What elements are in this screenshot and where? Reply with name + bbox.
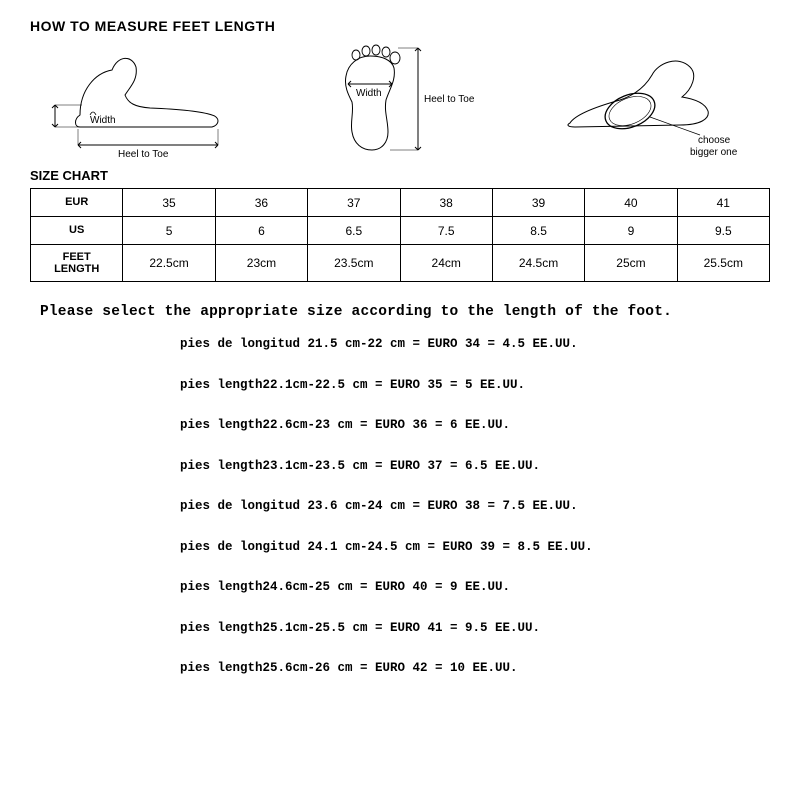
cell: 24.5cm [492,245,584,282]
table-row: EUR 35 36 37 38 39 40 41 [31,189,770,217]
row-header-feet: FEETLENGTH [31,245,123,282]
cell: 6 [215,217,307,245]
foot-girth-diagram: choose bigger one [550,45,760,160]
cell: 22.5cm [123,245,215,282]
svg-text:Width: Width [356,88,382,99]
cell: 37 [308,189,400,217]
svg-text:choose: choose [698,135,731,146]
table-row: US 5 6 6.5 7.5 8.5 9 9.5 [31,217,770,245]
mapping-line: pies de longitud 21.5 cm-22 cm = EURO 34… [180,338,770,351]
size-mapping-list: pies de longitud 21.5 cm-22 cm = EURO 34… [30,338,770,675]
instruction-text: Please select the appropriate size accor… [30,304,770,320]
cell: 9.5 [677,217,769,245]
diagram-row: Width Heel to Toe [30,40,770,160]
size-chart-table: EUR 35 36 37 38 39 40 41 US 5 6 6.5 7.5 … [30,188,770,282]
cell: 23cm [215,245,307,282]
mapping-line: pies de longitud 24.1 cm-24.5 cm = EURO … [180,541,770,554]
foot-sole-diagram: Width Heel to Toe [300,42,490,160]
cell: 39 [492,189,584,217]
svg-text:Heel to Toe: Heel to Toe [424,94,475,105]
mapping-line: pies length22.6cm-23 cm = EURO 36 = 6 EE… [180,419,770,432]
mapping-line: pies de longitud 23.6 cm-24 cm = EURO 38… [180,500,770,513]
mapping-line: pies length25.6cm-26 cm = EURO 42 = 10 E… [180,662,770,675]
mapping-line: pies length25.1cm-25.5 cm = EURO 41 = 9.… [180,622,770,635]
cell: 6.5 [308,217,400,245]
cell: 40 [585,189,677,217]
size-chart-label: SIZE CHART [30,168,770,183]
measure-heading: HOW TO MEASURE FEET LENGTH [30,18,770,34]
cell: 25.5cm [677,245,769,282]
mapping-line: pies length22.1cm-22.5 cm = EURO 35 = 5 … [180,379,770,392]
cell: 8.5 [492,217,584,245]
mapping-line: pies length24.6cm-25 cm = EURO 40 = 9 EE… [180,581,770,594]
cell: 7.5 [400,217,492,245]
row-header-eur: EUR [31,189,123,217]
cell: 35 [123,189,215,217]
cell: 36 [215,189,307,217]
svg-text:bigger one: bigger one [690,147,738,158]
svg-text:Width: Width [90,115,116,126]
table-row: FEETLENGTH 22.5cm 23cm 23.5cm 24cm 24.5c… [31,245,770,282]
foot-side-diagram: Width Heel to Toe [40,45,240,160]
cell: 41 [677,189,769,217]
cell: 24cm [400,245,492,282]
row-header-us: US [31,217,123,245]
cell: 23.5cm [308,245,400,282]
cell: 25cm [585,245,677,282]
cell: 38 [400,189,492,217]
cell: 5 [123,217,215,245]
svg-text:Heel to Toe: Heel to Toe [118,149,169,160]
cell: 9 [585,217,677,245]
mapping-line: pies length23.1cm-23.5 cm = EURO 37 = 6.… [180,460,770,473]
